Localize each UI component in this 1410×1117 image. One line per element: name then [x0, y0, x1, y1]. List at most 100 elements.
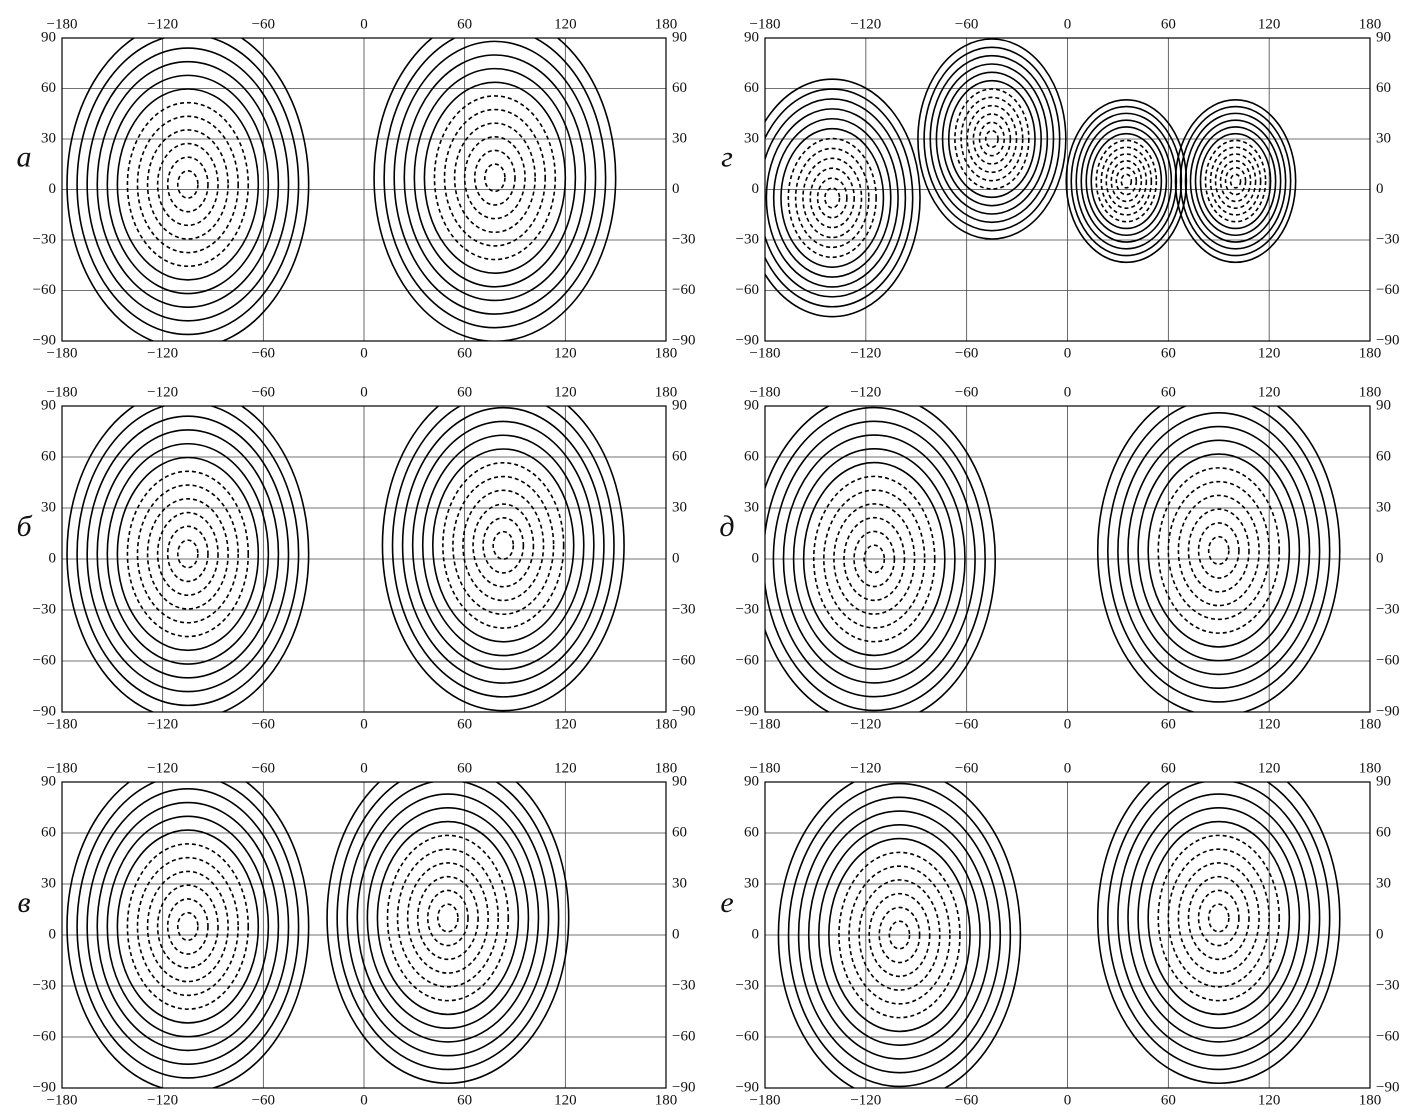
contour-line [1180, 107, 1290, 256]
contour-line [158, 144, 218, 226]
y-tick-label-left: −90 [736, 703, 759, 719]
y-tick-label-left: 0 [752, 181, 760, 197]
contour-line [1086, 127, 1166, 235]
x-tick-label-bottom: 60 [457, 716, 472, 732]
contour-line [1178, 495, 1259, 605]
contour-line [337, 767, 558, 1070]
contour-line [1189, 509, 1250, 592]
contour-line [465, 137, 525, 219]
contour-line [1138, 440, 1299, 660]
y-tick-label-left: −30 [736, 601, 759, 617]
x-tick-label-bottom: 0 [360, 716, 368, 732]
x-tick-label-top: −60 [955, 384, 978, 400]
contour-line [1209, 537, 1229, 565]
contour-line [127, 103, 248, 267]
x-tick-label-top: 60 [457, 760, 472, 776]
contour-line [1231, 174, 1241, 188]
contour-line [1116, 168, 1136, 195]
contour-line [483, 518, 523, 573]
y-tick-label-right: −60 [1376, 652, 1399, 668]
contour-line [77, 34, 298, 334]
y-tick-label-left: −30 [736, 231, 759, 247]
y-tick-label-right: −60 [672, 1028, 695, 1044]
x-tick-label-bottom: −60 [252, 716, 275, 732]
y-tick-label-left: 60 [41, 80, 56, 96]
y-tick-label-right: 90 [672, 397, 687, 413]
panel: в−180−180−120−120−60−6000606012012018018… [17, 753, 695, 1109]
contour-line [67, 21, 309, 348]
y-tick-label-right: 30 [672, 130, 687, 146]
contour-line [1199, 523, 1239, 578]
y-tick-label-left: 0 [49, 181, 57, 197]
x-tick-label-top: 60 [1161, 384, 1176, 400]
contour-line [803, 158, 862, 237]
x-tick-label-bottom: 120 [1258, 1092, 1281, 1108]
panel-letter: г [721, 140, 733, 173]
contour-line [138, 485, 239, 623]
contour-line [752, 89, 913, 307]
y-tick-label-left: 30 [744, 875, 759, 891]
contours [778, 753, 1339, 1100]
y-tick-label-left: 30 [41, 875, 56, 891]
contour-line [138, 858, 239, 996]
contour-line [443, 463, 564, 628]
x-tick-label-top: 0 [1064, 16, 1072, 32]
x-tick-label-top: −60 [955, 760, 978, 776]
contour-line [766, 109, 898, 287]
contour-line [1106, 154, 1146, 208]
contour-line [1175, 100, 1295, 262]
contour-line [774, 119, 891, 277]
y-tick-label-left: 90 [744, 29, 759, 45]
contour-line [168, 899, 208, 954]
y-tick-label-left: 90 [744, 773, 759, 789]
contour-line [744, 79, 920, 316]
panel-letter: в [17, 886, 30, 919]
panel-letter: е [720, 886, 733, 919]
contour-line [158, 513, 218, 596]
contour-line [1071, 107, 1181, 256]
x-tick-label-bottom: −60 [252, 1092, 275, 1108]
contour-line [1226, 168, 1246, 195]
contour-line [445, 110, 546, 246]
x-tick-label-top: 60 [457, 16, 472, 32]
contour-line [473, 504, 533, 587]
y-tick-label-right: −60 [672, 282, 695, 298]
x-tick-label-bottom: 120 [554, 716, 577, 732]
contour-line [1211, 147, 1261, 215]
x-tick-label-bottom: 120 [1258, 345, 1281, 361]
contour-line [178, 171, 198, 198]
y-tick-label-right: 60 [672, 824, 687, 840]
y-tick-label-right: 30 [1376, 130, 1391, 146]
contour-line [367, 808, 528, 1028]
contour-line [1168, 849, 1269, 987]
contour-line [1128, 427, 1310, 675]
y-tick-label-right: 0 [672, 550, 680, 566]
contour-line [148, 871, 229, 981]
y-tick-label-right: 90 [1376, 29, 1391, 45]
x-tick-label-bottom: 120 [554, 1092, 577, 1108]
contour-line [398, 849, 499, 987]
contour-line [1199, 890, 1239, 945]
contour-line [1189, 877, 1250, 960]
contour-line [387, 835, 508, 1000]
x-tick-label-bottom: −60 [252, 345, 275, 361]
x-tick-label-bottom: 60 [1161, 716, 1176, 732]
contour-line [796, 148, 869, 247]
contour-line [818, 178, 847, 218]
y-tick-label-left: −90 [736, 1079, 759, 1095]
y-tick-label-left: 60 [41, 824, 56, 840]
contours [744, 39, 1295, 317]
contour-line [127, 471, 248, 636]
x-tick-label-bottom: −120 [850, 716, 881, 732]
contour-line [433, 449, 574, 642]
contours [67, 14, 616, 348]
y-tick-label-right: 60 [672, 80, 687, 96]
x-tick-label-top: 0 [360, 760, 368, 776]
x-tick-label-bottom: 60 [1161, 1092, 1176, 1108]
x-tick-label-top: −120 [850, 760, 881, 776]
contour-line [424, 82, 565, 273]
y-tick-label-right: 90 [1376, 773, 1391, 789]
y-tick-label-left: −30 [33, 601, 56, 617]
contour-line [138, 116, 239, 252]
y-tick-label-left: 90 [744, 397, 759, 413]
